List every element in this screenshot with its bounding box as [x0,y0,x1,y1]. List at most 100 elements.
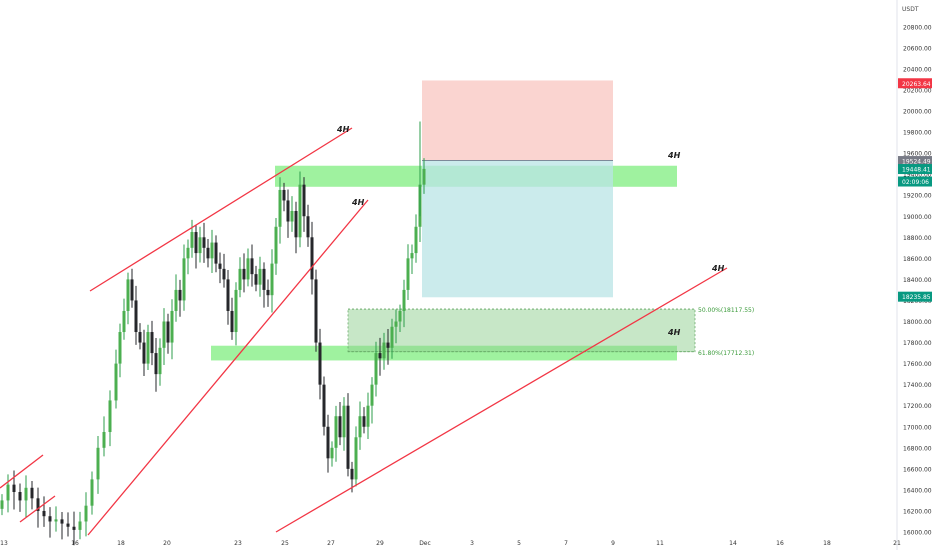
price-tick-label: 19400.00 [903,172,932,179]
price-tick-label: 17600.00 [903,361,932,368]
price-tick-label: 20600.00 [903,45,932,52]
candle-body [138,332,142,343]
trendline [89,127,353,292]
price-badge-label: 20263.64 [902,81,931,88]
candle-body [118,332,122,364]
candle-body [282,189,286,201]
price-tick-label: 17400.00 [903,382,932,389]
price-tick-label: 19600.00 [903,151,932,158]
candles-layer [0,121,426,546]
candle-body [130,279,134,301]
price-badge-label: 19524.49 [902,159,931,166]
candle-body [84,505,88,522]
candle-body [102,432,106,448]
candle-body [42,510,46,517]
candle-body [54,519,58,522]
candle-body [370,384,374,406]
candle-body [358,416,362,438]
time-tick-label: Dec [419,540,431,547]
candle-body [310,237,314,280]
candle-body [306,216,310,238]
candle-body [246,258,250,280]
labels-layer: 50.00%(18117.55) 61.80%(17712.31) 4H 4H 4H 4H… [336,125,754,357]
candle-body [170,310,174,343]
candle-body [174,289,178,311]
price-tick-label: 18800.00 [903,235,932,242]
candle-body [66,523,70,527]
timeframe-label: 4H [336,125,350,134]
time-tick-label: 5 [517,540,521,547]
candle-body [298,184,302,238]
candle-body [414,226,418,254]
trendline [19,495,56,523]
candle-body [394,321,398,327]
candle-body [386,342,390,348]
timeframe-label: 4H [667,151,681,160]
candle-body [146,332,150,364]
price-axis[interactable]: USDT 20800.00 20600.00 20400.00 20200.00 2000… [896,0,932,550]
candle-body [318,342,322,385]
time-tick-label: 21 [893,540,901,547]
candle-body [390,326,394,348]
zone-target [422,160,613,298]
candle-body [378,353,382,359]
candle-body [182,258,186,301]
candle-body [90,479,94,506]
candle-body [262,268,266,290]
time-tick-label: 18 [117,540,125,547]
candle-body [402,289,406,311]
time-tick-label: 16 [71,540,79,547]
time-tick-label: 9 [611,540,615,547]
candle-body [250,258,254,275]
candle-body [114,363,118,401]
candle-body [286,200,290,222]
price-tick-label: 16800.00 [903,445,932,452]
price-badge [898,156,932,167]
candle-body [266,289,270,296]
time-tick-label: 20 [163,540,171,547]
candle-body [242,268,246,280]
candle-body [374,353,378,385]
fib-label: 61.80%(17712.31) [698,350,754,357]
candle-body [12,484,16,493]
time-tick-label: 7 [564,540,568,547]
time-axis[interactable]: 13 16 18 20 23 25 27 29 Dec 3 5 7 9 11 14 16 18 21 [0,540,901,547]
zones-layer [211,80,696,361]
price-tick-label: 17800.00 [903,340,932,347]
candle-body [254,274,258,285]
price-tick-label: 20400.00 [903,66,932,73]
candle-body [18,492,22,501]
candle-body [158,347,162,375]
candle-body [334,416,338,448]
candle-body [346,405,350,469]
price-tick-label: 19000.00 [903,214,932,221]
candle-body [36,498,40,511]
price-tick-label: 18000.00 [903,319,932,326]
price-tick-label: 19200.00 [903,193,932,200]
price-tick-label: 19800.00 [903,130,932,137]
candle-body [24,487,28,501]
candle-body [166,321,170,343]
candle-body [302,184,306,217]
candle-body [258,268,262,285]
candle-body [142,342,146,364]
candle-body [210,242,214,259]
candle-body [198,237,202,254]
candle-body [206,247,210,259]
price-tick-label: 20200.00 [903,87,932,94]
time-tick-label: 11 [656,540,664,547]
time-tick-label: 16 [776,540,784,547]
candle-body [178,289,182,301]
timeframe-label: 4H [711,264,725,273]
candle-body [330,447,334,459]
candle-body [322,384,326,427]
time-tick-label: 29 [376,540,384,547]
candle-body [270,263,274,296]
price-tick-label: 16400.00 [903,487,932,494]
zone-fib-box [347,308,696,353]
price-tick-label: 18600.00 [903,256,932,263]
candle-body [342,405,346,438]
candle-body [48,516,52,522]
